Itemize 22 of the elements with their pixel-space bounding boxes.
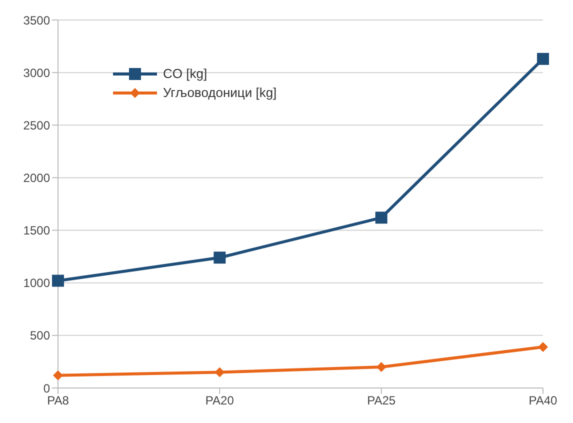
point	[53, 370, 63, 380]
y-tick-label: 3500	[23, 13, 50, 28]
y-tick-label: 500	[30, 328, 50, 343]
x-tick-label: PA20	[205, 394, 234, 408]
point	[375, 212, 388, 224]
point	[214, 252, 226, 264]
x-tick-label: PA8	[47, 394, 70, 408]
x-tick-label: PA25	[367, 394, 396, 408]
y-tick-label: 0	[43, 381, 50, 396]
y-tick-label: 1000	[23, 276, 50, 290]
point	[538, 342, 548, 352]
point	[537, 52, 549, 65]
point	[376, 362, 386, 372]
x-tick-label: PA40	[528, 394, 558, 408]
y-tick-label: 2000	[23, 170, 50, 185]
y-tick-label: 1500	[23, 224, 50, 238]
y-tick-label: 2500	[23, 118, 50, 132]
y-tick-label: 3000	[23, 66, 50, 80]
point	[52, 274, 64, 287]
point	[214, 367, 225, 378]
legend-label: CO [kg]	[163, 66, 208, 81]
legend-label: Угљоводоници [kg]	[163, 85, 277, 100]
